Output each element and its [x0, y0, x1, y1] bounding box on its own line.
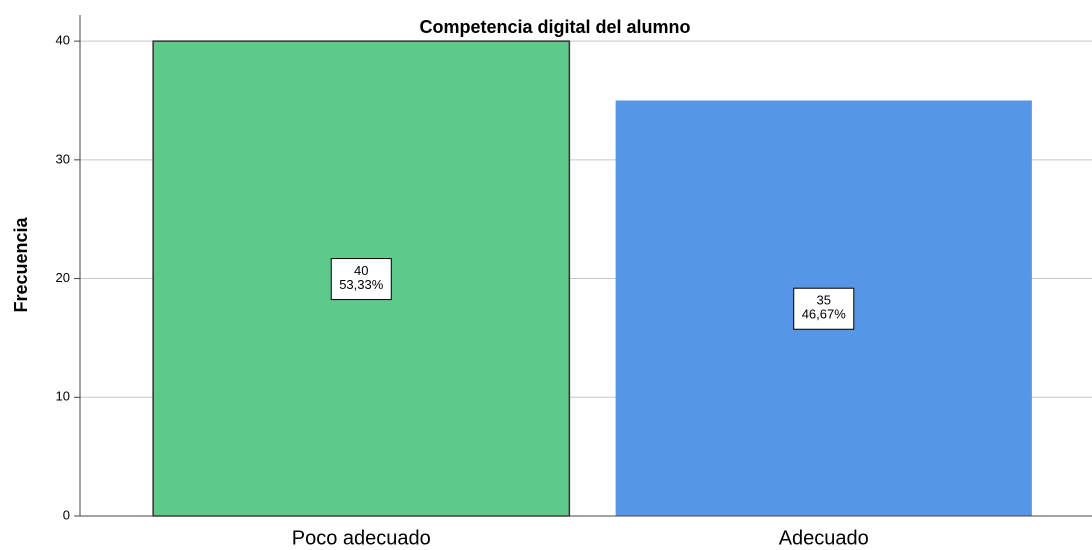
- y-tick-label: 10: [56, 389, 70, 404]
- x-tick-label: Adecuado: [779, 527, 869, 549]
- percent-label: 46,67%: [802, 307, 847, 322]
- value-label: 35: [817, 293, 831, 308]
- value-label-box: [330, 258, 392, 301]
- y-tick-label: 30: [56, 151, 70, 166]
- y-tick-label: 40: [56, 33, 70, 48]
- percent-label: 53,33%: [339, 277, 384, 292]
- x-tick-label: Poco adecuado: [292, 527, 431, 549]
- y-tick-label: 20: [56, 270, 70, 285]
- y-axis-label: Frecuencia: [11, 216, 31, 312]
- value-label-box: [793, 287, 855, 330]
- value-label: 40: [354, 263, 368, 278]
- y-tick-label: 0: [63, 507, 70, 522]
- chart-title: Competencia digital del alumno: [419, 17, 690, 37]
